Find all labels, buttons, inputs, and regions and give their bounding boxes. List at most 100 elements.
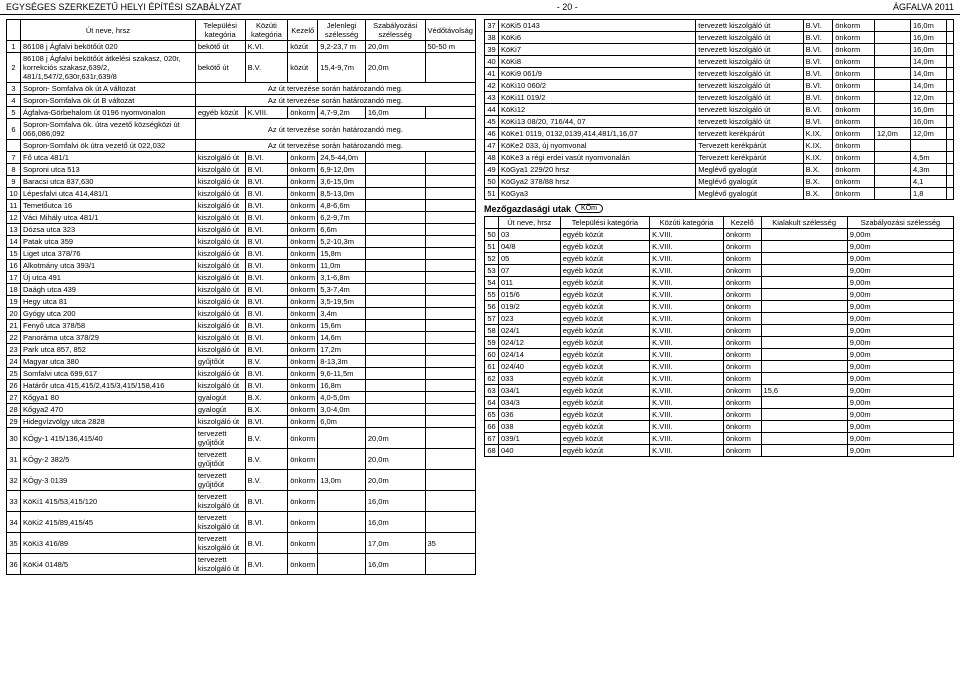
table-cell: önkorm — [833, 80, 875, 92]
table-cell: 54 — [485, 277, 499, 289]
table-cell: K.VIII. — [650, 421, 724, 433]
table-cell: KöKi1 415/53,415/120 — [21, 491, 196, 512]
table-cell: 48 — [485, 152, 499, 164]
table-cell: Új utca 491 — [21, 272, 196, 284]
table-cell: KöKi12 — [499, 104, 696, 116]
table-row: 11Temetőutca 16kiszolgáló útB.VI.önkorm4… — [7, 200, 476, 212]
table-cell: 34 — [7, 512, 21, 533]
table-cell — [875, 176, 911, 188]
table-cell: önkorm — [833, 164, 875, 176]
table-cell: 14,0m — [911, 68, 947, 80]
table-cell: Dózsa utca 323 — [21, 224, 196, 236]
table-cell — [761, 421, 847, 433]
table-cell: 4,7-9,2m — [318, 107, 366, 119]
table-cell: 62 — [485, 373, 499, 385]
table-cell: 58 — [485, 325, 499, 337]
table-cell — [365, 416, 425, 428]
table-row: 32KÖgy-3 0139tervezett gyűjtőútB.V.önkor… — [7, 470, 476, 491]
table-cell: Tervezett kerékpárút — [696, 140, 803, 152]
table-cell — [947, 56, 954, 68]
table-cell: B.VI. — [245, 200, 288, 212]
table-cell: 20,0m — [365, 428, 425, 449]
table-cell: 038 — [499, 421, 561, 433]
table-row: 7Fő utca 481/1kiszolgáló útB.VI.önkorm24… — [7, 152, 476, 164]
table-cell: KöKi9 061/9 — [499, 68, 696, 80]
table-cell: kiszolgáló út — [195, 188, 245, 200]
table-cell: kiszolgáló út — [195, 164, 245, 176]
table-cell: 3,5-19,5m — [318, 296, 366, 308]
table-cell: 9,00m — [847, 397, 953, 409]
table-cell: 9,00m — [847, 229, 953, 241]
table-cell — [425, 200, 476, 212]
table-row: 24Magyar utca 380gyűjtőútB.V.önkorm8-13,… — [7, 356, 476, 368]
table-cell: 019/2 — [499, 301, 561, 313]
table-cell — [7, 140, 21, 152]
table-cell: 67 — [485, 433, 499, 445]
table-row: 186108 j Ágfalvi bekötőút 020bekötő útK.… — [7, 41, 476, 53]
table-cell — [318, 491, 366, 512]
table-cell: bekötő út — [195, 41, 245, 53]
table-cell: KöGya3 — [499, 188, 696, 200]
table-cell: önkorm — [723, 349, 761, 361]
table-cell: 9,00m — [847, 253, 953, 265]
table-cell — [947, 68, 954, 80]
table-cell: önkorm — [833, 92, 875, 104]
table-cell: B.X. — [803, 164, 833, 176]
table-cell — [875, 188, 911, 200]
table-cell: 65 — [485, 409, 499, 421]
table-cell: önkorm — [288, 380, 318, 392]
table-row: 12Váci Mihály utca 481/1kiszolgáló útB.V… — [7, 212, 476, 224]
table-cell — [947, 44, 954, 56]
table-cell — [875, 104, 911, 116]
t1-h1: Út neve, hrsz — [21, 20, 196, 41]
table-cell: Tervezett kerékpárút — [696, 152, 803, 164]
table-cell: 024/12 — [499, 337, 561, 349]
table-cell: 59 — [485, 337, 499, 349]
table-cell: 9,00m — [847, 241, 953, 253]
table-cell: 4,3m — [911, 164, 947, 176]
content-columns: Út neve, hrsz Települési kategória Közút… — [0, 15, 960, 579]
table-cell: K.VIII. — [650, 361, 724, 373]
table-cell: 023 — [499, 313, 561, 325]
mez-h1: Út neve, hrsz — [499, 217, 561, 229]
table-cell: 37 — [485, 20, 499, 32]
table-cell: B.V. — [245, 428, 288, 449]
table-cell: 20 — [7, 308, 21, 320]
table-cell: 21 — [7, 320, 21, 332]
table-cell: 034/1 — [499, 385, 561, 397]
table-row: 47KöKe2 033, új nyomvonalTervezett kerék… — [485, 140, 954, 152]
table-cell: 8,5-13,0m — [318, 188, 366, 200]
table-cell: 50 — [485, 176, 499, 188]
table-cell: KöKi13 08/20, 716/44, 07 — [499, 116, 696, 128]
table-cell: 25 — [7, 368, 21, 380]
table-cell — [875, 80, 911, 92]
table-cell: 15,6 — [761, 385, 847, 397]
table-cell: 15,6m — [318, 320, 366, 332]
table-cell: B.VI. — [245, 188, 288, 200]
table-cell — [875, 44, 911, 56]
table-cell: 3,1-6,8m — [318, 272, 366, 284]
table-cell: 4,1 — [911, 176, 947, 188]
table-cell — [875, 116, 911, 128]
table-row: 41KöKi9 061/9tervezett kiszolgáló útB.VI… — [485, 68, 954, 80]
table-row: 29Hidegvízvölgy utca 2828kiszolgáló útB.… — [7, 416, 476, 428]
table-cell — [947, 80, 954, 92]
table-row: 19Hegy utca 81kiszolgáló útB.VI.önkorm3,… — [7, 296, 476, 308]
table-row: 5104/8egyéb közútK.VIII.önkorm9,00m — [485, 241, 954, 253]
table-cell: Kőgya2 470 — [21, 404, 196, 416]
table-cell: 30 — [7, 428, 21, 449]
table-cell — [875, 152, 911, 164]
table-cell: önkorm — [288, 164, 318, 176]
table-cell: 8 — [7, 164, 21, 176]
table-cell: önkorm — [833, 140, 875, 152]
table-cell: 07 — [499, 265, 561, 277]
table-cell — [761, 265, 847, 277]
table-cell: 6,2-9,7m — [318, 212, 366, 224]
table-cell — [761, 349, 847, 361]
table-cell: önkorm — [723, 361, 761, 373]
table-cell — [425, 392, 476, 404]
table-cell — [425, 368, 476, 380]
table-cell: 42 — [485, 80, 499, 92]
table-cell: önkorm — [723, 433, 761, 445]
table-cell: K.VIII. — [650, 241, 724, 253]
